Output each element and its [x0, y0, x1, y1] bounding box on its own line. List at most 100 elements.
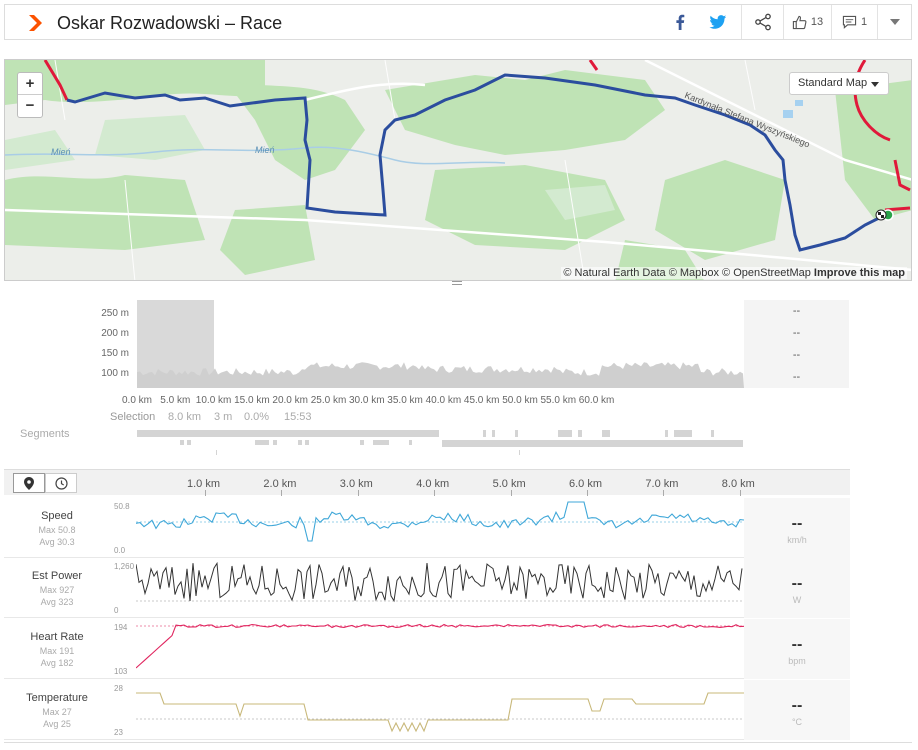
elevation-x-tick: 25.0 km	[311, 395, 347, 406]
stream-value: --	[791, 515, 803, 532]
segments-track[interactable]	[130, 428, 750, 460]
stream-label: Est Power Max 927 Avg 323	[4, 558, 110, 618]
river-label: Mień	[255, 145, 275, 155]
map-type-select[interactable]: Standard Map	[789, 72, 889, 95]
elevation-x-tick: 35.0 km	[387, 395, 423, 406]
stream-x-tick: 2.0 km	[263, 478, 297, 490]
stream-x-tick-mark	[663, 490, 665, 496]
stream-line	[136, 561, 743, 603]
stream-value: --	[791, 636, 803, 653]
elevation-x-tick: 20.0 km	[272, 395, 308, 406]
elevation-x-tick: 15.0 km	[234, 395, 270, 406]
stream-max: Max 927	[39, 585, 75, 595]
streams-toolbar	[4, 469, 850, 495]
stream-avg: Avg 30.3	[39, 537, 75, 547]
comments-button[interactable]: 1	[831, 5, 877, 39]
elevation-x-tick: 55.0 km	[541, 395, 577, 406]
stream-label: Heart Rate Max 191 Avg 182	[4, 619, 110, 679]
twitter-share-button[interactable]	[699, 5, 737, 39]
elevation-x-tick: 40.0 km	[426, 395, 462, 406]
stream-x-tick: 7.0 km	[645, 478, 679, 490]
segment-bar[interactable]	[137, 430, 439, 437]
stream-unit: bpm	[788, 656, 806, 666]
stream-row-speed[interactable]: Speed Max 50.8 Avg 30.3 50.8 0.0 -- km/h	[4, 498, 850, 558]
segment-bar[interactable]	[442, 440, 743, 447]
improve-map-link[interactable]: Improve this map	[813, 267, 905, 279]
twitter-icon	[709, 14, 727, 29]
stream-unit: °C	[791, 717, 803, 727]
stream-row-temp[interactable]: Temperature Max 27 Avg 25 28 23 -- °C	[4, 680, 850, 740]
elevation-y-tick: 100 m	[101, 368, 129, 379]
stream-axis-min: 103	[114, 667, 128, 676]
stream-x-tick-mark	[739, 490, 741, 496]
stream-value: --	[791, 575, 803, 592]
stream-max: Max 50.8	[38, 525, 76, 535]
stream-axis-min: 0.0	[114, 546, 126, 555]
stream-name: Temperature	[26, 692, 88, 704]
stream-avg: Avg 182	[40, 658, 74, 668]
time-mode-button[interactable]	[45, 473, 77, 493]
stream-x-tick: 1.0 km	[187, 478, 221, 490]
stream-chart-temp[interactable]	[136, 681, 744, 739]
comment-count: 1	[860, 16, 868, 28]
elevation-profile-area	[137, 362, 744, 388]
share-button[interactable]	[741, 5, 783, 39]
divider	[4, 742, 912, 743]
stream-x-tick: 6.0 km	[569, 478, 603, 490]
selection-distance: 8.0 km	[168, 411, 202, 423]
elevation-x-tick: 5.0 km	[160, 395, 190, 406]
stream-row-hr[interactable]: Heart Rate Max 191 Avg 182 194 103 -- bpm	[4, 619, 850, 679]
stream-avg: Avg 323	[40, 597, 74, 607]
map-canvas[interactable]	[5, 60, 912, 281]
map-attribution: © Natural Earth Data © Mapbox © OpenStre…	[561, 267, 907, 279]
stream-axis-max: 1,260	[114, 562, 135, 571]
elevation-x-tick: 10.0 km	[196, 395, 232, 406]
zoom-in-button[interactable]: +	[18, 73, 42, 95]
stream-x-tick: 8.0 km	[721, 478, 755, 490]
stream-label: Temperature Max 27 Avg 25	[4, 680, 110, 740]
stream-line	[136, 501, 744, 542]
elevation-stat: --	[744, 366, 849, 388]
selection-time: 15:53	[284, 411, 312, 423]
stream-unit: W	[792, 595, 802, 605]
elevation-y-tick: 200 m	[101, 328, 129, 339]
stream-axis-max: 50.8	[114, 502, 130, 511]
elevation-stat: --	[744, 344, 849, 366]
route-map[interactable]: Mień Mień Kardynała Stefana Wyszyńskiego…	[4, 59, 912, 281]
stream-max: Max 27	[42, 707, 72, 717]
kudos-button[interactable]: 13	[783, 5, 831, 39]
zoom-out-button[interactable]: −	[25, 97, 35, 114]
stream-chart-power[interactable]	[136, 559, 744, 617]
distance-mode-button[interactable]	[13, 473, 45, 493]
stream-x-tick-mark	[281, 490, 283, 496]
caret-down-icon	[871, 82, 879, 87]
stream-chart-hr[interactable]	[136, 620, 744, 678]
stream-value-panel: -- °C	[744, 680, 850, 740]
stream-axis-max: 194	[114, 623, 128, 632]
selection-grade: 0.0%	[244, 411, 270, 423]
resize-handle-icon[interactable]	[452, 280, 462, 286]
selection-elevation: 3 m	[214, 411, 233, 423]
elevation-y-tick: 150 m	[101, 348, 129, 359]
share-icon	[754, 13, 771, 31]
river-label: Mień	[51, 147, 71, 157]
stream-x-tick-mark	[205, 490, 206, 496]
elevation-x-tick: 50.0 km	[502, 395, 538, 406]
segments-label: Segments	[20, 428, 70, 440]
stream-line	[136, 692, 744, 733]
activity-header: Oskar Rozwadowski – Race 13 1	[4, 4, 912, 40]
stream-value-panel: -- km/h	[744, 498, 850, 558]
thumbs-up-icon	[792, 15, 807, 29]
stream-x-tick-mark	[357, 490, 359, 496]
stream-x-tick: 3.0 km	[339, 478, 373, 490]
stream-x-tick-mark	[434, 490, 436, 496]
stream-name: Heart Rate	[30, 631, 84, 643]
facebook-share-button[interactable]	[661, 5, 699, 39]
stream-unit: km/h	[787, 535, 807, 545]
stream-chart-speed[interactable]	[136, 499, 744, 557]
activity-title: Oskar Rozwadowski – Race	[57, 13, 283, 33]
elevation-chart[interactable]: 250 m 200 m 150 m 100 m 0.0 km 5.0 km 10.0 km…	[0, 290, 745, 410]
attribution-text: © Natural Earth Data © Mapbox © OpenStre…	[563, 267, 811, 279]
stream-row-power[interactable]: Est Power Max 927 Avg 323 1,260 0 -- W	[4, 558, 850, 618]
more-actions-button[interactable]	[877, 5, 912, 39]
